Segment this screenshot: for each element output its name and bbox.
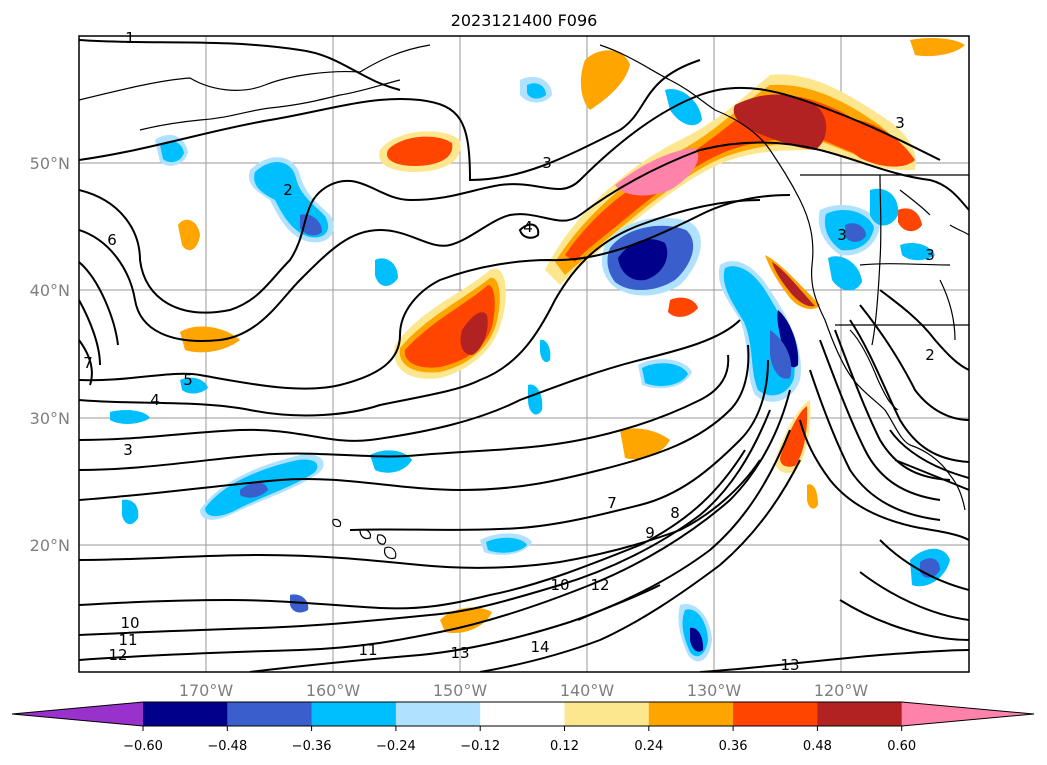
colorbar-segments xyxy=(11,701,1035,727)
colorbar-segment xyxy=(227,702,313,726)
hawaii-islands xyxy=(332,518,397,560)
contour-label: 7 xyxy=(607,494,617,512)
contour-label: 10 xyxy=(550,576,569,594)
contour-label: 13 xyxy=(780,656,799,674)
colorbar-extend-max xyxy=(901,702,1034,726)
lon-label: 170°W xyxy=(179,681,234,700)
contour-label: 3 xyxy=(895,114,905,132)
colorbar-tick-label: −0.60 xyxy=(123,739,163,754)
colorbar-segment xyxy=(733,702,818,726)
colorbar-tick-label: 0.60 xyxy=(887,739,916,754)
contour-label: 11 xyxy=(118,631,137,649)
contour-label: 7 xyxy=(83,354,93,372)
colorbar-extend-min xyxy=(12,702,143,726)
contour-label: 9 xyxy=(645,524,655,542)
colorbar-segment xyxy=(395,702,481,726)
map-panel: 1 2 2 3 3 3 3 3 4 4 5 6 7 7 8 9 10 10 11… xyxy=(30,29,970,700)
lon-label: 120°W xyxy=(814,681,869,700)
contour-label: 14 xyxy=(530,638,549,656)
colorbar-segment xyxy=(817,702,903,726)
map-frame xyxy=(78,35,970,673)
contour-label: 3 xyxy=(925,246,935,264)
contour-label: 8 xyxy=(670,504,680,522)
contour-label: 3 xyxy=(123,441,133,459)
contour-label: 3 xyxy=(542,154,552,172)
colorbar-tick-label: 0.24 xyxy=(634,739,663,754)
longitude-labels: 170°W 160°W 150°W 140°W 130°W 120°W xyxy=(179,681,869,700)
colorbar-segment xyxy=(311,702,397,726)
contour-label: 12 xyxy=(590,576,609,594)
colorbar-ticks: −0.60 −0.48 −0.36 −0.24 −0.12 0.12 0.24 0.36 0.4… xyxy=(123,726,916,754)
contour-label: 11 xyxy=(358,641,377,659)
filled-anomalies xyxy=(110,37,965,662)
lat-label: 40°N xyxy=(30,281,70,300)
colorbar: −0.60 −0.48 −0.36 −0.24 −0.12 0.12 0.24 0.36 0.4… xyxy=(11,701,1035,754)
colorbar-tick-label: −0.12 xyxy=(460,739,500,754)
colorbar-tick-label: −0.24 xyxy=(376,739,416,754)
contour-label: 3 xyxy=(837,226,847,244)
colorbar-tick-label: 0.12 xyxy=(550,739,579,754)
latitude-labels: 50°N 40°N 30°N 20°N xyxy=(30,154,70,555)
coastlines xyxy=(79,44,969,511)
contour-label: 4 xyxy=(150,391,160,409)
contour-label: 10 xyxy=(120,614,139,632)
map-title: 2023121400 F096 xyxy=(451,11,598,30)
colorbar-segment xyxy=(143,702,228,726)
lon-label: 160°W xyxy=(306,681,361,700)
colorbar-tick-label: −0.48 xyxy=(207,739,247,754)
colorbar-segment xyxy=(564,702,650,726)
colorbar-tick-label: 0.48 xyxy=(803,739,832,754)
contour-label: 6 xyxy=(107,231,117,249)
lat-label: 50°N xyxy=(30,154,70,173)
contour-label: 2 xyxy=(283,181,293,199)
contour-label: 1 xyxy=(125,29,135,47)
lon-label: 130°W xyxy=(687,681,742,700)
contour-label: 5 xyxy=(183,371,193,389)
contour-label: 2 xyxy=(925,346,935,364)
contour-label: 4 xyxy=(523,218,533,236)
colorbar-segment xyxy=(480,702,565,726)
colorbar-segment xyxy=(648,702,734,726)
colorbar-tick-label: 0.36 xyxy=(719,739,748,754)
lat-label: 20°N xyxy=(30,536,70,555)
contour-lines xyxy=(79,39,969,672)
contour-label: 12 xyxy=(108,646,127,664)
lon-label: 150°W xyxy=(433,681,488,700)
contour-labels: 1 2 2 3 3 3 3 3 4 4 5 6 7 7 8 9 10 10 11… xyxy=(83,29,935,674)
lon-label: 140°W xyxy=(560,681,615,700)
contour-label: 13 xyxy=(450,644,469,662)
colorbar-tick-label: −0.36 xyxy=(292,739,332,754)
lat-label: 30°N xyxy=(30,409,70,428)
